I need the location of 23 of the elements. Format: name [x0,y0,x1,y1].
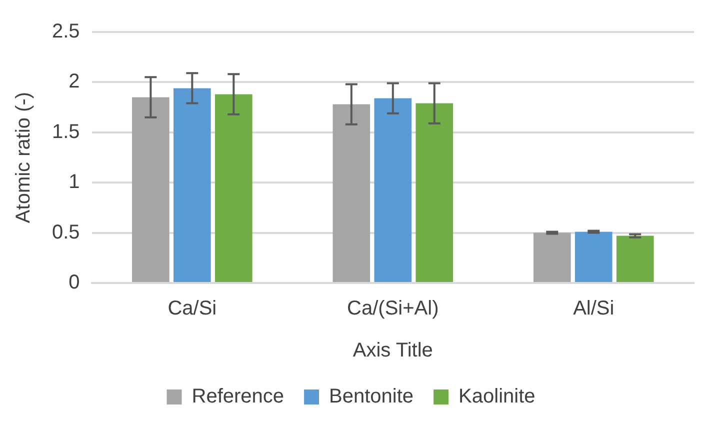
bar [533,232,571,282]
bar [174,88,211,282]
y-tick-label: 1.5 [52,120,80,143]
bar [616,236,654,282]
legend-label: Bentonite [329,386,414,408]
bar [132,97,170,282]
x-tick-label: Al/Si [573,298,614,320]
y-tick-label: 1 [68,171,80,194]
x-tick-label: Ca/(Si+Al) [347,298,439,320]
bar [374,98,412,282]
y-axis-title: Atomic ratio (-) [12,92,35,224]
bar [574,232,612,282]
x-tick-label: Ca/Si [168,298,217,320]
bar [214,94,252,282]
y-tick-label: 0 [68,272,80,294]
bar [332,104,370,282]
y-tick-label: 0.5 [52,221,80,244]
x-axis-title: Axis Title [352,340,433,362]
legend-label: Kaolinite [458,386,536,408]
y-tick-label: 2.5 [52,20,80,43]
y-tick-label: 2 [68,70,80,93]
bar [416,103,454,282]
legend-label: Reference [192,386,284,408]
